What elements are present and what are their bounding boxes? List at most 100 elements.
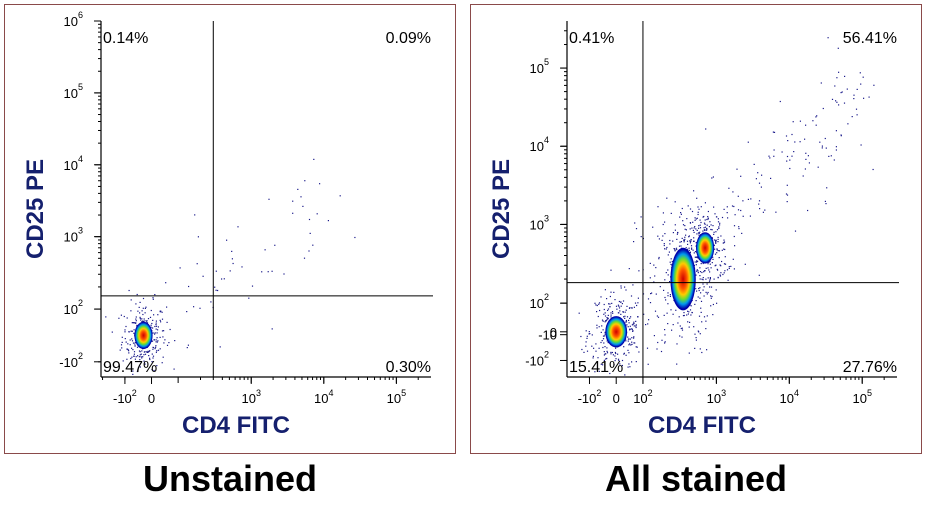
event-dot xyxy=(146,321,148,323)
event-dot xyxy=(717,221,720,223)
event-dot xyxy=(129,344,131,346)
event-dot xyxy=(143,321,145,323)
event-dot xyxy=(605,353,607,355)
event-dot xyxy=(699,348,701,350)
event-dot xyxy=(632,323,634,325)
event-dot xyxy=(624,374,626,376)
event-dot xyxy=(615,358,617,360)
cd25-high-population xyxy=(696,232,715,264)
event-dot xyxy=(821,147,823,149)
event-dot xyxy=(179,267,181,269)
event-dot xyxy=(157,326,159,328)
event-dot xyxy=(159,336,161,338)
event-dot xyxy=(717,250,719,252)
event-dot xyxy=(633,306,635,308)
event-dot xyxy=(159,310,161,312)
event-dot xyxy=(698,232,700,234)
y-tick-label: 103 xyxy=(64,226,83,245)
event-dot xyxy=(606,357,608,360)
event-dot xyxy=(667,274,669,276)
event-dot xyxy=(833,159,835,161)
event-dot xyxy=(620,301,622,303)
event-dot xyxy=(618,305,620,307)
event-dot xyxy=(694,219,696,221)
event-dot xyxy=(841,91,843,93)
event-dot xyxy=(700,307,702,309)
event-dot xyxy=(718,227,720,229)
event-dot xyxy=(687,243,689,245)
event-dot xyxy=(698,234,700,236)
event-dot xyxy=(678,245,681,247)
event-dot xyxy=(146,322,149,324)
event-dot xyxy=(631,324,633,326)
event-dot xyxy=(671,260,673,263)
event-dot xyxy=(734,214,736,216)
event-dot xyxy=(625,354,627,356)
event-dot xyxy=(161,318,164,320)
event-dot xyxy=(594,302,596,304)
event-dot xyxy=(124,331,126,333)
event-dot xyxy=(703,271,705,273)
event-dot xyxy=(626,324,628,326)
event-dot xyxy=(708,226,710,228)
event-dot xyxy=(708,269,710,271)
event-dot xyxy=(136,346,139,348)
event-dot xyxy=(618,307,621,309)
event-dot xyxy=(851,116,853,118)
event-dot xyxy=(621,364,623,367)
event-dot xyxy=(683,240,685,242)
event-dot xyxy=(624,311,626,313)
event-dot xyxy=(601,319,604,321)
event-dot xyxy=(610,269,612,271)
event-dot xyxy=(264,249,266,251)
event-dot xyxy=(702,283,704,285)
event-dot xyxy=(604,331,606,333)
event-dot xyxy=(705,328,707,330)
event-dot xyxy=(673,248,675,250)
event-dot xyxy=(130,357,132,360)
event-dot xyxy=(168,342,170,344)
event-dot xyxy=(681,207,683,210)
event-dot xyxy=(802,175,804,177)
flow-cytometry-plot-all-stained: -102 0 102 103 104 105-102-1001021031041050.4… xyxy=(488,21,899,439)
event-dot xyxy=(660,350,663,353)
event-dot xyxy=(693,190,695,192)
event-dot xyxy=(611,311,614,313)
event-dot xyxy=(724,270,726,272)
event-dot xyxy=(612,354,614,356)
event-dot xyxy=(627,340,629,342)
event-dot xyxy=(155,324,157,326)
event-dot xyxy=(700,300,703,302)
event-dot xyxy=(709,271,711,273)
event-dot xyxy=(695,242,697,244)
quadrant-lower-right-percent: 0.30% xyxy=(386,359,431,376)
event-dot xyxy=(686,218,688,220)
x-tick-label: -102 xyxy=(578,388,602,406)
event-dot xyxy=(622,311,624,313)
event-dot xyxy=(611,351,613,354)
event-dot xyxy=(663,243,665,245)
event-dot xyxy=(126,317,128,319)
event-dot xyxy=(135,303,137,305)
event-dot xyxy=(689,208,692,210)
event-dot xyxy=(758,200,761,202)
event-dot xyxy=(144,353,147,355)
event-dot xyxy=(721,216,724,219)
event-dot xyxy=(229,270,231,272)
event-dot xyxy=(723,208,725,210)
event-dot xyxy=(781,151,783,153)
event-dot xyxy=(601,325,603,327)
event-dot xyxy=(712,303,714,306)
event-dot xyxy=(824,200,826,202)
event-dot xyxy=(595,343,597,345)
event-dot xyxy=(753,163,755,165)
event-dot xyxy=(586,337,588,339)
event-dot xyxy=(620,287,622,289)
event-dot xyxy=(595,350,597,352)
event-dot xyxy=(707,217,709,219)
event-dot xyxy=(694,217,696,219)
event-dot xyxy=(598,370,600,372)
event-dot xyxy=(628,352,630,354)
event-dot xyxy=(125,341,127,343)
event-dot xyxy=(623,353,625,355)
